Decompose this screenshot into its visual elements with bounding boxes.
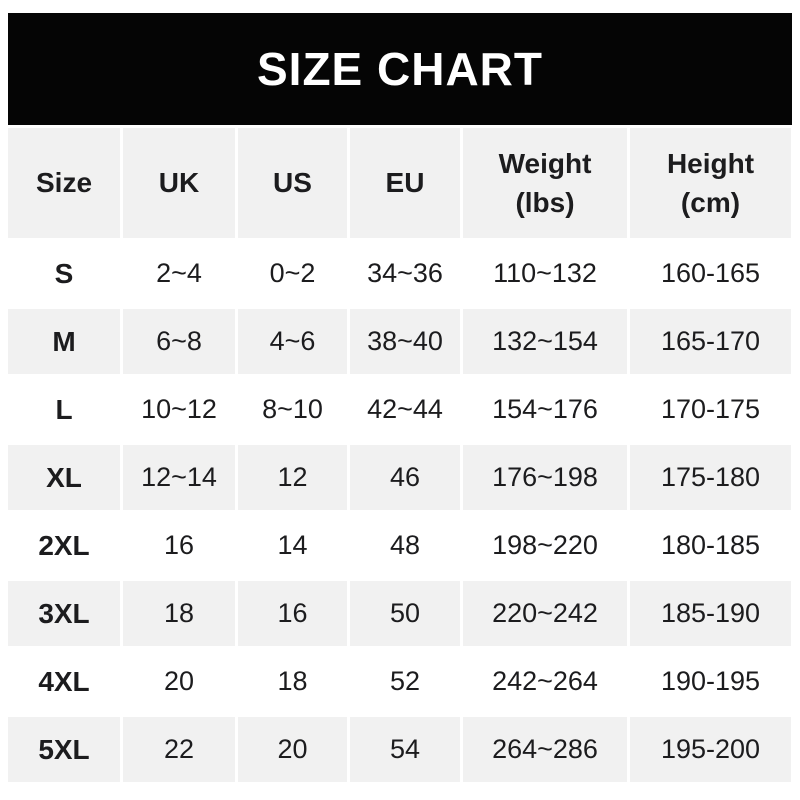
table-header-row: Size UK US EU Weight (lbs) Height (cm) [8,128,792,238]
cell-uk: 2~4 [123,241,235,306]
cell-height: 170-175 [630,377,791,442]
cell-uk: 22 [123,717,235,782]
table-row-xl: XL 12~14 12 46 176~198 175-180 [8,445,792,510]
cell-eu: 46 [350,445,460,510]
cell-height: 165-170 [630,309,791,374]
cell-uk: 18 [123,581,235,646]
cell-eu: 42~44 [350,377,460,442]
cell-height: 195-200 [630,717,791,782]
cell-eu: 50 [350,581,460,646]
size-chart-title: SIZE CHART [257,43,543,95]
cell-height: 160-165 [630,241,791,306]
cell-us: 0~2 [238,241,347,306]
table-row-2xl: 2XL 16 14 48 198~220 180-185 [8,513,792,578]
table-row-m: M 6~8 4~6 38~40 132~154 165-170 [8,309,792,374]
table-row-s: S 2~4 0~2 34~36 110~132 160-165 [8,241,792,306]
size-label: XL [8,445,120,510]
cell-weight: 132~154 [463,309,627,374]
cell-height: 175-180 [630,445,791,510]
cell-eu: 52 [350,649,460,714]
cell-uk: 6~8 [123,309,235,374]
size-label: L [8,377,120,442]
size-label: S [8,241,120,306]
size-label: M [8,309,120,374]
table-row-l: L 10~12 8~10 42~44 154~176 170-175 [8,377,792,442]
header-cell-height: Height (cm) [630,128,791,238]
cell-uk: 20 [123,649,235,714]
cell-uk: 10~12 [123,377,235,442]
cell-us: 20 [238,717,347,782]
cell-eu: 38~40 [350,309,460,374]
cell-us: 18 [238,649,347,714]
size-label: 3XL [8,581,120,646]
cell-us: 12 [238,445,347,510]
header-cell-weight: Weight (lbs) [463,128,627,238]
cell-weight: 264~286 [463,717,627,782]
header-cell-size: Size [8,128,120,238]
cell-eu: 48 [350,513,460,578]
cell-us: 14 [238,513,347,578]
cell-us: 4~6 [238,309,347,374]
table-row-5xl: 5XL 22 20 54 264~286 195-200 [8,717,792,782]
cell-weight: 110~132 [463,241,627,306]
cell-uk: 16 [123,513,235,578]
cell-height: 180-185 [630,513,791,578]
header-cell-us: US [238,128,347,238]
table-row-4xl: 4XL 20 18 52 242~264 190-195 [8,649,792,714]
header-cell-uk: UK [123,128,235,238]
cell-eu: 54 [350,717,460,782]
cell-uk: 12~14 [123,445,235,510]
cell-us: 16 [238,581,347,646]
size-chart-banner: SIZE CHART [8,13,792,125]
table-row-3xl: 3XL 18 16 50 220~242 185-190 [8,581,792,646]
size-label: 5XL [8,717,120,782]
size-chart: SIZE CHART Size UK US EU Weight (lbs) He… [8,13,792,782]
cell-eu: 34~36 [350,241,460,306]
size-label: 2XL [8,513,120,578]
cell-weight: 220~242 [463,581,627,646]
header-cell-eu: EU [350,128,460,238]
cell-weight: 176~198 [463,445,627,510]
cell-height: 185-190 [630,581,791,646]
cell-height: 190-195 [630,649,791,714]
cell-weight: 198~220 [463,513,627,578]
size-label: 4XL [8,649,120,714]
cell-weight: 242~264 [463,649,627,714]
cell-us: 8~10 [238,377,347,442]
cell-weight: 154~176 [463,377,627,442]
